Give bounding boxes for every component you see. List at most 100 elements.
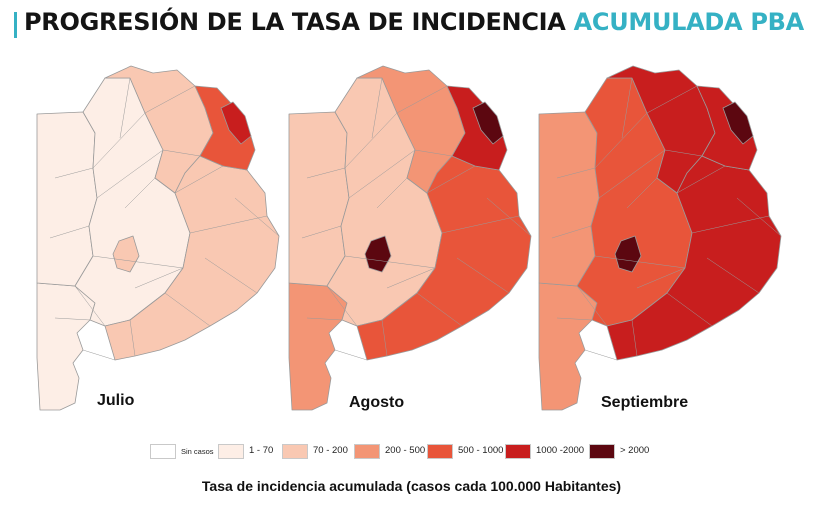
map-septiembre: Septiembre xyxy=(537,58,787,423)
district-border xyxy=(584,349,618,361)
district-border xyxy=(631,319,638,357)
legend-swatch xyxy=(354,444,380,459)
district-border xyxy=(134,267,184,289)
district-border xyxy=(144,85,196,114)
legend-swatch xyxy=(589,444,615,459)
region-south xyxy=(288,282,348,411)
district-border xyxy=(189,215,268,234)
region-coast xyxy=(356,155,532,361)
legend-swatch xyxy=(282,444,308,459)
region-south xyxy=(538,282,598,411)
district-border xyxy=(129,319,136,357)
district-border xyxy=(344,255,436,269)
district-border xyxy=(344,112,398,169)
district-border xyxy=(626,177,658,209)
district-border xyxy=(676,165,726,194)
district-border xyxy=(301,225,342,239)
district-border xyxy=(706,257,760,294)
district-border xyxy=(664,149,703,157)
district-border xyxy=(371,77,383,139)
district-border xyxy=(594,112,648,169)
district-border xyxy=(576,285,608,327)
district-border xyxy=(381,319,388,357)
district-border xyxy=(736,197,782,237)
legend-label: 1 - 70 xyxy=(249,445,274,456)
district-border xyxy=(328,319,343,334)
district-border xyxy=(326,285,358,327)
legend-label: > 2000 xyxy=(620,445,650,456)
district-border xyxy=(426,165,476,194)
region-coast xyxy=(104,155,280,361)
legend-label: Sin casos xyxy=(181,447,214,456)
month-label-septiembre: Septiembre xyxy=(601,394,689,411)
district-border xyxy=(92,112,146,169)
district-border xyxy=(119,77,131,139)
legend-swatch xyxy=(427,444,453,459)
maps-container: Julio Agosto Septiembre xyxy=(0,58,823,430)
district-border xyxy=(691,215,770,234)
map-julio-svg xyxy=(36,65,280,411)
region-west xyxy=(538,111,600,287)
district-border xyxy=(556,167,596,179)
title-accent: ACUMULADA PBA xyxy=(573,8,805,36)
district-border xyxy=(54,167,94,179)
month-label-julio: Julio xyxy=(97,392,135,409)
region-hotspot xyxy=(112,235,140,273)
district-border xyxy=(54,317,91,321)
month-label-agosto: Agosto xyxy=(349,394,405,411)
district-border xyxy=(386,267,436,289)
district-border xyxy=(396,85,448,114)
district-border xyxy=(441,215,520,234)
district-border xyxy=(416,292,463,327)
region-south xyxy=(36,282,96,411)
region-hotspot xyxy=(614,235,642,273)
region-hotspot xyxy=(364,235,392,273)
legend-label: 70 - 200 xyxy=(313,445,348,456)
legend-swatch xyxy=(505,444,531,459)
district-border xyxy=(621,77,633,139)
district-border xyxy=(636,267,686,289)
district-border xyxy=(174,165,224,194)
map-septiembre-svg xyxy=(538,65,782,411)
district-border xyxy=(556,317,593,321)
district-border xyxy=(551,225,592,239)
map-agosto: Agosto xyxy=(287,58,537,423)
region-metro-core xyxy=(722,101,754,145)
region-west xyxy=(36,111,98,287)
district-border xyxy=(348,149,416,199)
district-border xyxy=(456,257,510,294)
region-coast xyxy=(606,155,782,361)
map-agosto-svg xyxy=(288,65,532,411)
district-border xyxy=(204,257,258,294)
district-border xyxy=(486,197,532,237)
district-border xyxy=(334,349,368,361)
district-border xyxy=(414,149,453,157)
title-accent-bar xyxy=(14,12,17,38)
district-border xyxy=(164,292,211,327)
region-west xyxy=(288,111,350,287)
legend-label: 500 - 1000 xyxy=(458,445,504,456)
page-title: PROGRESIÓN DE LA TASA DE INCIDENCIA ACUM… xyxy=(24,8,804,36)
district-border xyxy=(666,292,713,327)
district-border xyxy=(49,225,90,239)
region-metro-core xyxy=(220,101,252,145)
legend-label: 1000 -2000 xyxy=(536,445,585,456)
region-metro-core xyxy=(472,101,504,145)
district-border xyxy=(82,349,116,361)
district-border xyxy=(74,285,106,327)
legend-label: 200 - 500 xyxy=(385,445,426,456)
map-julio: Julio xyxy=(35,58,285,423)
district-border xyxy=(234,197,280,237)
district-border xyxy=(598,149,666,199)
district-border xyxy=(594,255,686,269)
district-border xyxy=(646,85,698,114)
title-main: PROGRESIÓN DE LA TASA DE INCIDENCIA xyxy=(24,8,574,36)
district-border xyxy=(306,317,343,321)
district-border xyxy=(578,319,593,334)
legend-swatch xyxy=(218,444,244,459)
district-border xyxy=(92,255,184,269)
district-border xyxy=(306,167,346,179)
district-border xyxy=(96,149,164,199)
district-border xyxy=(76,319,91,334)
district-border xyxy=(124,177,156,209)
